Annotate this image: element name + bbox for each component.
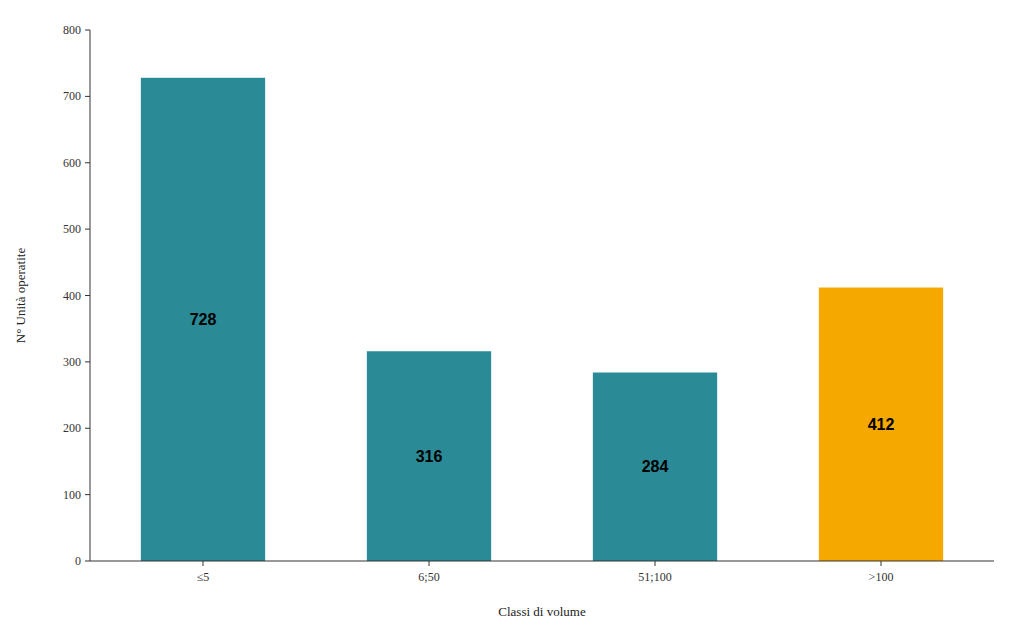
x-tick-label: 6;50	[418, 570, 439, 584]
y-tick-label: 200	[63, 421, 81, 435]
y-tick-label: 0	[75, 554, 81, 568]
x-axis-line	[90, 561, 994, 562]
y-tick	[85, 295, 90, 296]
y-tick	[85, 561, 90, 562]
x-tick	[881, 561, 882, 566]
chart: 728 316 284 412 0 100 200 300 400 500 600 700 800 ≤5 6…	[0, 0, 1024, 641]
y-tick	[85, 428, 90, 429]
data-label: 284	[642, 458, 669, 475]
data-label: 728	[190, 311, 217, 328]
x-tick-label: >100	[869, 570, 894, 584]
x-tick	[655, 561, 656, 566]
y-tick	[85, 494, 90, 495]
y-tick	[85, 162, 90, 163]
x-axis-label: Classi di volume	[498, 604, 586, 619]
bars	[141, 78, 943, 561]
bar	[819, 288, 943, 561]
y-axis-label: N° Unità operatite	[13, 248, 28, 344]
y-tick	[85, 361, 90, 362]
y-tick-label: 300	[63, 355, 81, 369]
data-labels: 728 316 284 412	[190, 311, 895, 475]
bar	[593, 372, 717, 561]
x-tick	[203, 561, 204, 566]
x-tick-label: 51;100	[638, 570, 671, 584]
x-tick	[429, 561, 430, 566]
bar	[367, 351, 491, 561]
y-tick	[85, 229, 90, 230]
y-tick-label: 700	[63, 89, 81, 103]
y-tick-label: 100	[63, 488, 81, 502]
data-label: 316	[416, 448, 443, 465]
y-tick-label: 600	[63, 156, 81, 170]
y-tick	[85, 30, 90, 31]
bar	[141, 78, 265, 561]
axes: 0 100 200 300 400 500 600 700 800 ≤5 6;50 51;100 >10…	[63, 23, 994, 584]
y-tick-label: 400	[63, 289, 81, 303]
y-tick	[85, 96, 90, 97]
x-tick-label: ≤5	[197, 570, 210, 584]
y-tick-label: 800	[63, 23, 81, 37]
data-label: 412	[868, 416, 895, 433]
y-tick-label: 500	[63, 222, 81, 236]
